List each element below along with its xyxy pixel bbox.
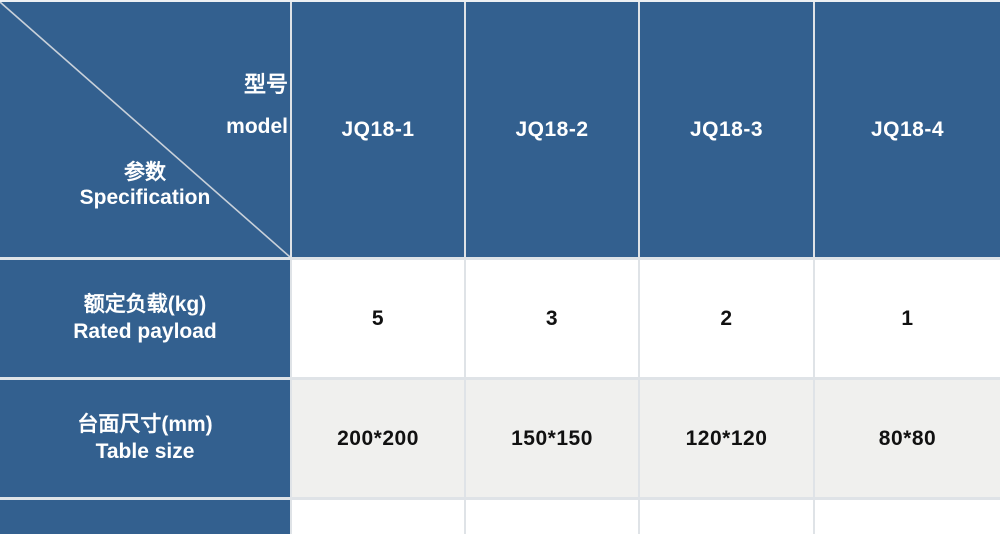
corner-model-label: 型号 model xyxy=(226,72,288,138)
value-partial-3 xyxy=(640,500,813,534)
corner-spec-en: Specification xyxy=(79,186,211,209)
value-table-size-jq18-4: 80*80 xyxy=(815,380,1000,497)
corner-cell: 型号 model 参数 Specification xyxy=(0,2,290,257)
corner-spec-label: 参数 Specification xyxy=(0,162,290,208)
row-label-table-size: 台面尺寸(mm) Table size xyxy=(0,380,290,497)
row-label-en: Table size xyxy=(95,439,195,463)
row-label-en: Rated payload xyxy=(73,319,217,343)
value-rated-payload-jq18-1: 5 xyxy=(292,260,464,377)
corner-model-zh: 型号 xyxy=(243,72,288,97)
value-table-size-jq18-1: 200*200 xyxy=(292,380,464,497)
row-label-zh: 额定负载(kg) xyxy=(83,293,207,317)
row-label-partial xyxy=(0,500,290,534)
value-table-size-jq18-3: 120*120 xyxy=(640,380,813,497)
value-table-size-jq18-2: 150*150 xyxy=(466,380,638,497)
model-header-3: JQ18-3 xyxy=(640,2,813,257)
diagonal-line xyxy=(0,2,290,257)
value-partial-4 xyxy=(815,500,1000,534)
row-label-zh: 台面尺寸(mm) xyxy=(77,413,213,437)
model-header-4: JQ18-4 xyxy=(815,2,1000,257)
model-header-2: JQ18-2 xyxy=(466,2,638,257)
row-label-rated-payload: 额定负载(kg) Rated payload xyxy=(0,260,290,377)
value-partial-1 xyxy=(292,500,464,534)
corner-model-en: model xyxy=(226,115,288,138)
value-rated-payload-jq18-4: 1 xyxy=(815,260,1000,377)
corner-spec-zh: 参数 xyxy=(124,161,166,184)
model-header-1: JQ18-1 xyxy=(292,2,464,257)
value-rated-payload-jq18-2: 3 xyxy=(466,260,638,377)
value-partial-2 xyxy=(466,500,638,534)
value-rated-payload-jq18-3: 2 xyxy=(640,260,813,377)
